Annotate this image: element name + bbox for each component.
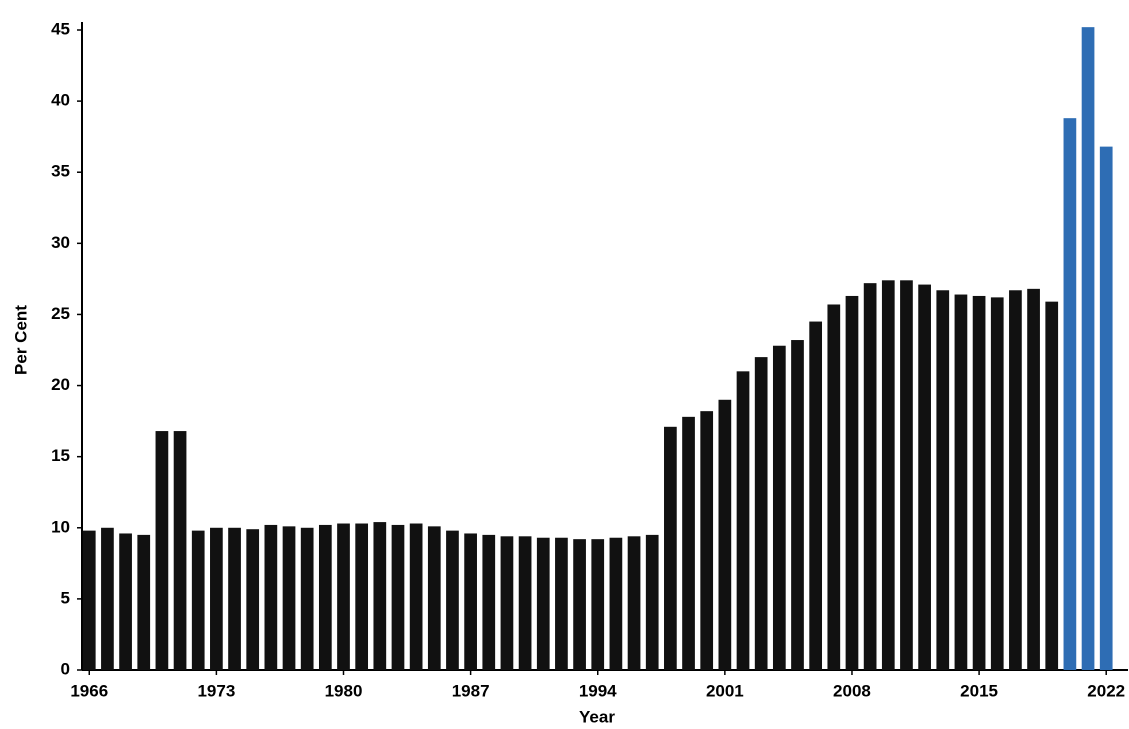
y-axis-label: Per Cent [11,305,30,375]
y-tick-label: 10 [51,517,70,536]
bar [482,534,496,670]
bar [1063,118,1077,670]
bar [82,530,96,670]
bar [155,431,169,670]
bar [264,524,278,670]
bar [536,537,550,670]
bar [845,295,859,670]
bar [1045,301,1059,670]
bar [282,526,296,670]
bar [573,539,586,670]
bar [355,523,369,670]
bar [246,529,260,670]
y-tick-label: 25 [51,304,70,323]
y-tick-label: 40 [51,91,70,110]
bar [210,527,223,670]
bar [300,527,314,670]
bar [555,537,568,670]
bar [1099,146,1113,671]
bar [990,297,1004,670]
bar [446,530,459,670]
bar [936,290,950,670]
y-tick-label: 35 [51,162,70,181]
bar [101,527,114,670]
bar [881,280,895,670]
bar [754,357,768,670]
bar [700,411,714,670]
bar [682,416,695,670]
y-tick-label: 15 [51,446,70,465]
bar [337,523,350,670]
bar [627,536,641,670]
bar [718,399,732,670]
bar [900,280,913,670]
bar [464,533,477,670]
bar [318,524,332,670]
y-tick-label: 0 [61,659,70,678]
bar [809,321,823,670]
bar [791,340,804,670]
bar [1009,290,1022,670]
bar [736,371,750,670]
x-tick-label: 2008 [833,681,871,700]
bar [119,533,132,670]
bar [191,530,205,670]
bar [409,523,423,670]
bar [645,534,659,670]
x-tick-label: 2022 [1087,681,1125,700]
bar [373,522,387,670]
bar [863,283,877,670]
bar [500,536,514,670]
y-tick-label: 30 [51,233,70,252]
y-tick-label: 45 [51,19,70,38]
x-tick-label: 1987 [452,681,490,700]
bar [609,537,623,670]
x-tick-label: 1966 [70,681,108,700]
bar [772,345,786,670]
x-tick-label: 1994 [579,681,617,700]
x-tick-label: 2001 [706,681,744,700]
bar [173,431,187,670]
bar [1081,27,1095,670]
bar [827,304,841,670]
bar [591,539,605,670]
y-tick-label: 20 [51,375,70,394]
bar [391,524,405,670]
bar [1027,288,1040,670]
bar [427,526,441,670]
x-tick-label: 1973 [197,681,235,700]
x-tick-label: 2015 [960,681,998,700]
bar [518,536,532,670]
bar [918,284,931,670]
bar [137,534,151,670]
bar [664,426,677,670]
bar [954,294,968,670]
bar [228,527,241,670]
bar [972,295,986,670]
x-tick-label: 1980 [325,681,363,700]
x-axis-label: Year [579,707,615,726]
y-tick-label: 5 [61,588,70,607]
